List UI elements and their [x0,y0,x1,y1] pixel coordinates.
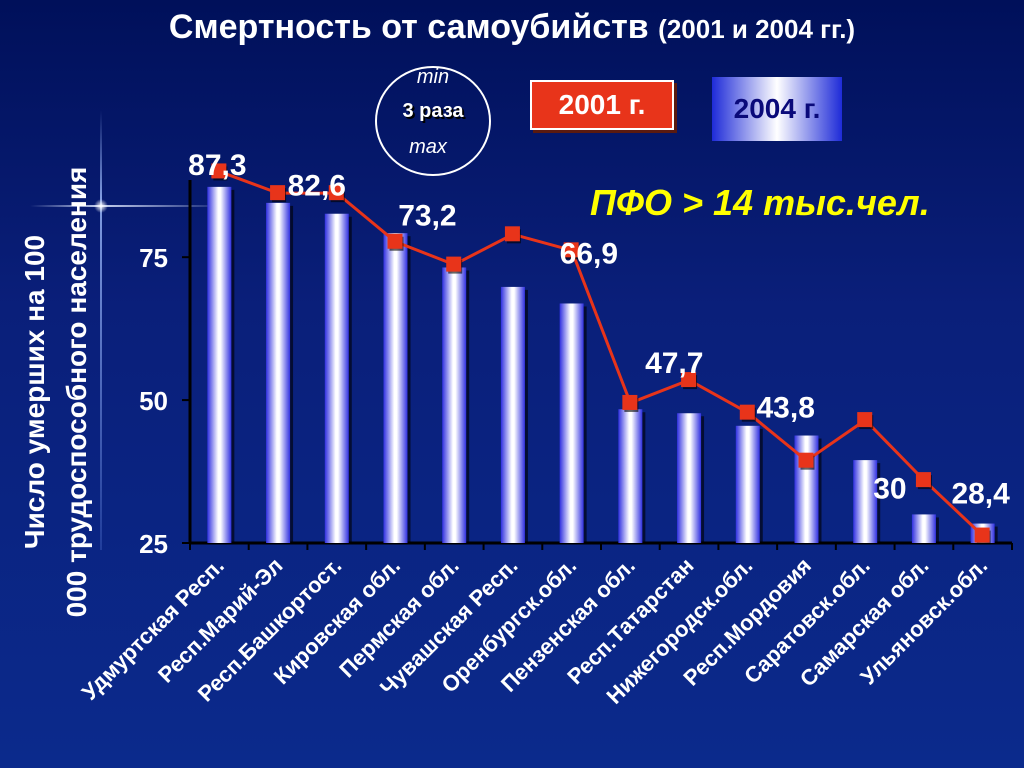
bar-2004 [559,303,584,543]
marker-2001 [974,527,990,543]
bar-2004 [735,425,760,543]
data-label: 87,3 [188,149,246,182]
page-title: Смертность от самоубийств (2001 и 2004 г… [0,8,1024,47]
marker-2001 [622,394,638,410]
ratio-min-label: min [416,66,450,88]
marker-2001 [798,452,814,468]
decorative-light-line [30,205,230,207]
bar-2004 [677,413,702,543]
bar-2004 [383,233,408,543]
y-tick-label: 75 [139,243,168,273]
ratio-value-label: 3 раза [402,100,464,122]
data-label: 30 [873,472,906,505]
marker-2001 [739,404,755,420]
y-axis-title: 000 трудоспособного населения [61,167,92,618]
legend-2004: 2004 г. [712,77,842,141]
bar-2004 [911,514,936,543]
y-tick-label: 50 [139,386,168,416]
data-label: 82,6 [288,170,346,203]
marker-2001 [681,372,697,388]
marker-2001 [270,185,286,201]
marker-2001 [504,226,520,242]
data-label: 47,7 [645,347,703,380]
ratio-circle [375,66,491,176]
bar-2004 [207,186,232,543]
line-2001 [218,170,984,537]
data-label: 28,4 [951,478,1010,511]
marker-2001 [563,242,579,258]
y-axis-title: Число умерших на 100 [19,235,50,549]
marker-2001 [857,412,873,428]
marker-2001 [915,472,931,488]
bar-2004 [794,435,819,543]
marker-2001 [446,256,462,272]
title-subtitle: (2001 и 2004 гг.) [658,14,856,44]
decorative-sparkle [94,199,108,213]
decorative-light-line [100,110,102,550]
data-label: 43,8 [757,392,815,425]
title-main: Смертность от самоубийств [168,8,649,46]
bar-2004 [324,213,349,544]
bar-2004 [853,460,878,543]
y-tick-label: 25 [139,529,168,559]
bar-2004 [442,267,467,543]
marker-2001 [211,163,227,179]
data-label: 66,9 [560,237,618,270]
bar-2004 [266,202,291,543]
ratio-max-label: max [409,136,447,158]
bar-2004 [618,409,643,543]
marker-2001 [328,185,344,201]
marker-2001 [387,233,403,249]
legend-2001: 2001 г. [530,80,674,130]
region-population-note: ПФО > 14 тыс.чел. [590,182,930,223]
bar-2004 [500,286,525,543]
data-label: 73,2 [398,199,456,232]
